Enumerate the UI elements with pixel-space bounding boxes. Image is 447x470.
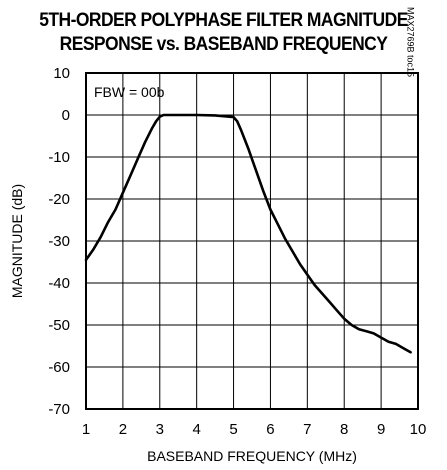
y-axis-label: MAGNITUDE (dB) (9, 184, 25, 298)
x-tick-label-1: 2 (119, 421, 127, 438)
annotation-fbw: FBW = 00b (94, 84, 165, 100)
y-tick-labels: 10 0 -10 -20 -30 -40 -50 -60 -70 (48, 65, 70, 418)
x-tick-label-6: 7 (303, 421, 311, 438)
x-tick-label-3: 4 (192, 421, 200, 438)
chart-title-line1: 5TH-ORDER POLYPHASE FILTER MAGNITUDE (39, 10, 408, 31)
y-tick-label-0: 10 (53, 65, 70, 82)
grid (85, 72, 419, 410)
chart-title-line2: RESPONSE vs. BASEBAND FREQUENCY (59, 34, 388, 55)
y-tick-label-3: -20 (48, 191, 70, 208)
x-tick-labels: 1 2 3 4 5 6 7 8 9 10 (82, 421, 427, 438)
y-tick-label-8: -70 (48, 401, 70, 418)
x-axis-label: BASEBAND FREQUENCY (MHz) (147, 448, 357, 464)
x-tick-label-9: 10 (410, 421, 427, 438)
x-tick-label-8: 9 (377, 421, 385, 438)
x-tick-label-4: 5 (229, 421, 237, 438)
x-tick-label-7: 8 (340, 421, 348, 438)
y-tick-label-6: -50 (48, 317, 70, 334)
series-line (84, 113, 412, 354)
y-tick-label-5: -40 (48, 275, 70, 292)
y-tick-label-4: -30 (48, 233, 70, 250)
y-tick-label-2: -10 (48, 149, 70, 166)
y-tick-label-7: -60 (48, 359, 70, 376)
plot-frame (85, 72, 419, 410)
x-tick-label-5: 6 (266, 421, 274, 438)
x-tick-label-2: 3 (156, 421, 164, 438)
side-code: MAX2769B toc15 (406, 7, 416, 77)
y-tick-label-1: 0 (62, 107, 70, 124)
x-tick-label-0: 1 (82, 421, 90, 438)
